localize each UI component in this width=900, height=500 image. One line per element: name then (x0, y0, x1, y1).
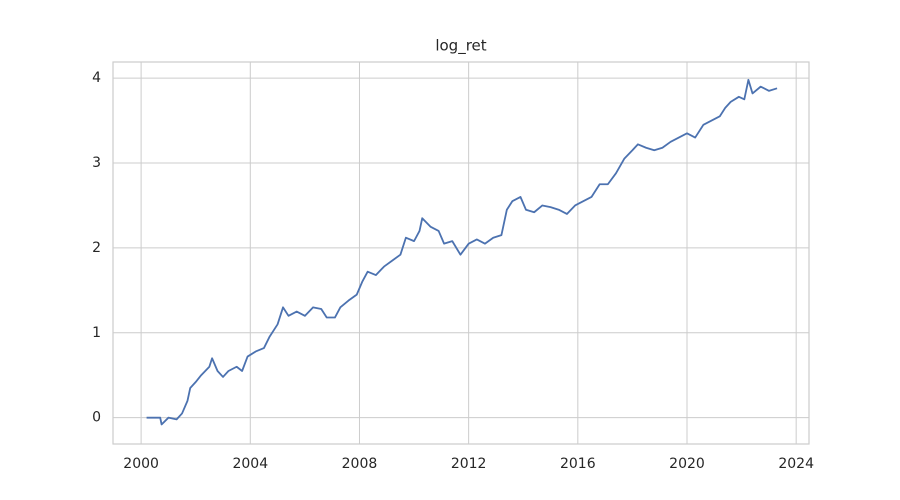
x-tick-label: 2020 (669, 456, 705, 472)
y-tick-label: 3 (92, 155, 101, 171)
y-tick-label: 4 (92, 70, 101, 86)
y-tick-label: 2 (92, 240, 101, 256)
y-tick-label: 1 (92, 325, 101, 341)
x-tick-label: 2008 (342, 456, 378, 472)
data-line (146, 78, 778, 426)
x-tick-label: 2004 (232, 456, 268, 472)
y-tick-label: 0 (92, 410, 101, 426)
chart-title: log_ret (435, 37, 486, 56)
plot-frame (112, 61, 810, 445)
x-tick-label: 2012 (451, 456, 487, 472)
x-tick-label: 2024 (778, 456, 814, 472)
x-tick-label: 2016 (560, 456, 596, 472)
x-tick-label: 2000 (123, 456, 159, 472)
